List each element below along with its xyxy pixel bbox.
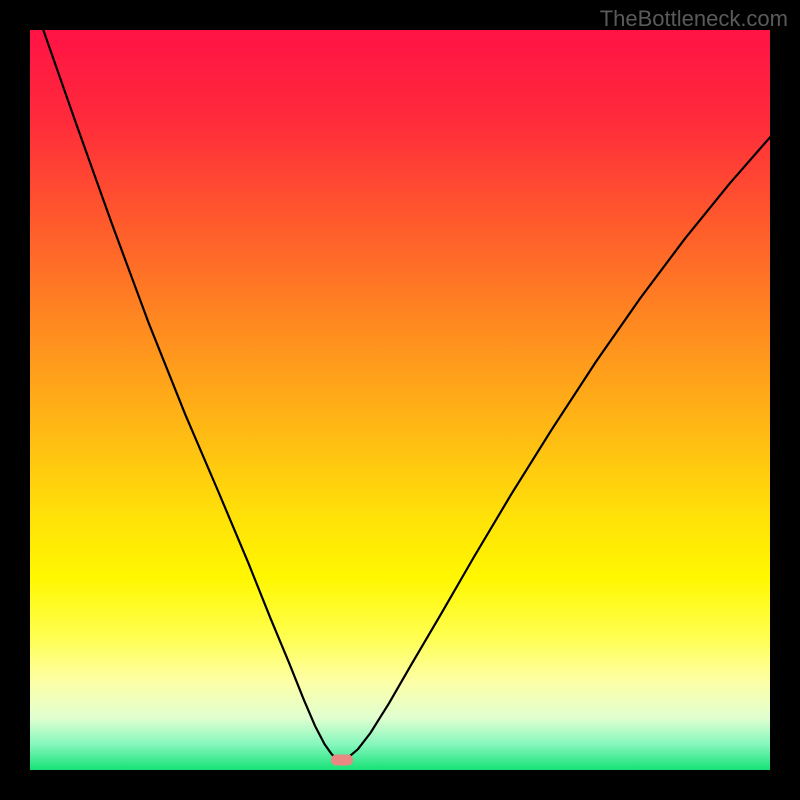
bottleneck-curve: [30, 30, 770, 770]
plot-area: [30, 30, 770, 770]
min-point-marker: [331, 755, 353, 766]
watermark-text: TheBottleneck.com: [600, 6, 788, 32]
